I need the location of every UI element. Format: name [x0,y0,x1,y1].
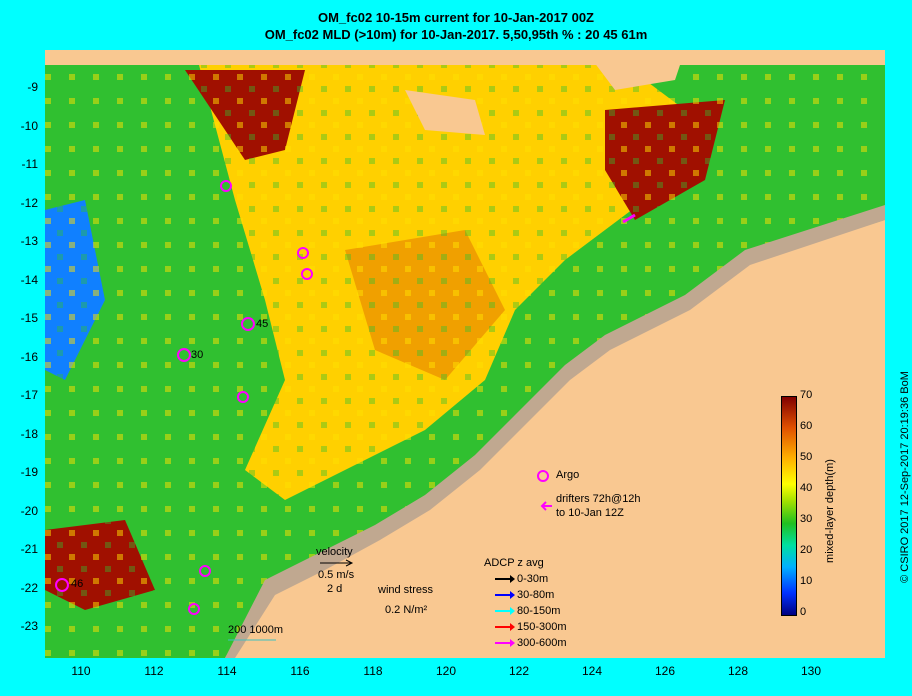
argo-marker [188,603,200,615]
argo-marker [241,317,255,331]
adcp-row-label: 300-600m [517,637,567,649]
colorbar-tick: 60 [800,420,813,432]
argo-label: 30 [191,349,204,361]
drifter-legend-line1: drifters 72h@12h [556,493,641,505]
colorbar-tick: 20 [800,544,813,556]
adcp-legend-row: 150-300m [495,621,567,633]
adcp-arrow-icon [495,575,515,583]
argo-marker [199,565,211,577]
adcp-legend-row: 300-600m [495,637,567,649]
colorbar-label: mixed-layer depth(m) [824,459,836,563]
argo-marker [55,578,69,592]
x-tick-label: 120 [435,664,457,678]
velocity-arrow-icon [320,559,354,567]
y-tick-label: -13 [20,234,38,248]
y-tick-label: -15 [20,311,38,325]
land-sumba [405,90,485,135]
credit-text: © CSIRO 2017 12-Sep-2017 20:19:36 BoM Oc… [899,371,912,583]
x-tick-label: 130 [800,664,822,678]
y-tick-label: -9 [27,80,38,94]
adcp-arrow-icon [495,639,515,647]
adcp-legend-row: 30-80m [495,589,554,601]
drifter-track [622,213,636,224]
argo-marker [220,180,232,192]
x-tick-label: 110 [71,664,91,678]
y-tick-label: -22 [20,580,38,595]
adcp-arrow-icon [495,607,515,615]
wind-legend-scale: 0.2 N/m² [385,604,428,616]
adcp-row-label: 30-80m [517,589,555,601]
x-tick-label: 114 [217,664,237,678]
adcp-legend-row: 80-150m [495,605,560,617]
y-tick-label: -17 [20,388,38,402]
adcp-row-label: 150-300m [517,621,567,633]
y-tick-label: -20 [20,503,38,518]
y-tick-label: -18 [20,426,38,441]
colorbar-tick: 10 [800,575,813,587]
velocity-legend-time: 2 d [327,583,343,595]
title-line-1: OM_fc02 10-15m current for 10-Jan-2017 0… [317,10,594,25]
drifter-legend-icon [540,501,552,511]
x-tick-label: 116 [290,664,310,678]
argo-legend-icon [537,470,549,482]
y-tick-label: -16 [20,349,38,364]
title-line-2: OM_fc02 MLD (>10m) for 10-Jan-2017. 5,50… [264,27,648,42]
argo-label: 45 [256,318,269,330]
x-tick-label: 112 [144,664,164,678]
y-tick-label: -23 [20,619,38,633]
map-svg [45,50,885,658]
drifter-legend-line2: to 10-Jan 12Z [556,507,624,519]
argo-legend-label: Argo [556,469,580,481]
colorbar-tick: 40 [800,482,813,494]
adcp-row-label: 80-150m [517,605,561,617]
y-tick-label: -21 [20,542,38,556]
x-tick-label: 124 [581,664,603,678]
colorbar-tick: 70 [800,389,813,401]
argo-marker [237,391,249,403]
land-australia [225,220,885,658]
land-top [45,50,885,65]
argo-marker [301,268,313,280]
y-tick-label: -11 [21,157,38,171]
colorbar-tick: 30 [800,513,813,525]
argo-marker [297,247,309,259]
adcp-arrow-icon [495,591,515,599]
x-tick-label: 128 [727,664,749,678]
y-tick-label: -10 [20,118,38,133]
adcp-legend-row: 0-30m [495,573,548,585]
isobath-legend-label: 200 1000m [228,624,284,636]
velocity-legend-title: velocity [316,546,353,558]
colorbar-tick: 50 [800,451,813,463]
isobath-legend-line [228,639,276,641]
argo-label: 46 [71,578,84,590]
adcp-arrow-icon [495,623,515,631]
wind-legend-title: wind stress [378,584,434,596]
x-tick-label: 118 [363,664,383,678]
argo-marker [177,348,191,362]
y-tick-label: -14 [20,272,38,287]
x-tick-label: 126 [654,664,676,678]
colorbar-tick: 0 [800,606,807,618]
y-tick-label: -19 [20,465,38,479]
colorbar [781,396,797,616]
pattern-overlay [45,50,885,658]
velocity-legend-scale: 0.5 m/s [318,569,355,581]
y-tick-label: -12 [20,195,38,210]
x-tick-label: 122 [508,664,530,678]
map-panel[interactable] [45,50,885,658]
adcp-legend-title: ADCP z avg [484,557,544,569]
adcp-row-label: 0-30m [517,573,549,585]
